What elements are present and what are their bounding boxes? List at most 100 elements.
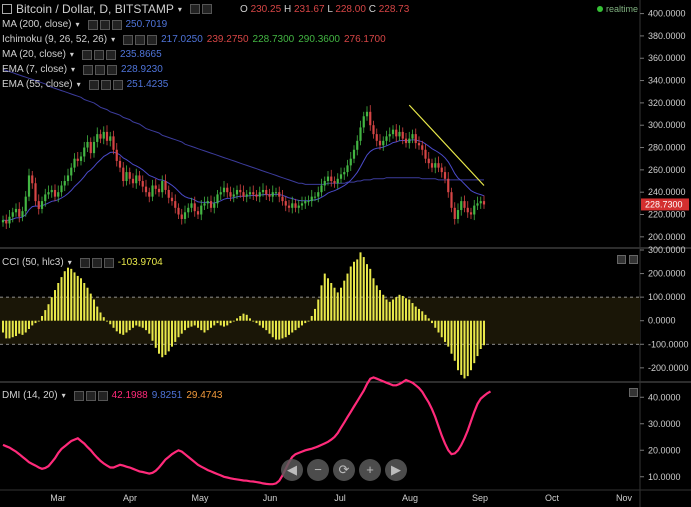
cci-bar (265, 320, 268, 331)
zoom-out-button[interactable]: − (307, 459, 329, 481)
hide-icon[interactable] (201, 4, 212, 14)
cci-bar (434, 320, 437, 328)
hide-icon[interactable] (95, 64, 106, 75)
trendline[interactable] (408, 104, 485, 186)
price-tick-label: 400.0000 (648, 9, 686, 19)
cci-legend[interactable]: CCI (50, hlc3) ▾ -103.9704 (2, 257, 163, 268)
settings-icon[interactable] (79, 257, 90, 268)
candle-body (27, 175, 31, 197)
cci-bar (431, 320, 433, 324)
caret-down-icon[interactable]: ▾ (67, 258, 72, 267)
close-icon[interactable] (112, 79, 123, 90)
indicator-ma200[interactable]: MA (200, close) ▾ 250.7019 (2, 19, 167, 30)
candle-body (83, 147, 86, 157)
scroll-left-button[interactable]: ◀ (281, 459, 303, 481)
settings-icon[interactable] (88, 79, 99, 90)
price-axis[interactable]: 200.0000 220.0000 240.0000 260.0000 280.0000… (640, 9, 689, 482)
candle-body (362, 116, 365, 128)
indicator-ichimoku[interactable]: Ichimoku (9, 26, 52, 26) ▾ 217.0250 239.2… (2, 34, 386, 45)
candle-body (287, 205, 291, 208)
close-icon[interactable] (111, 19, 122, 30)
caret-down-icon[interactable]: ▾ (76, 80, 81, 89)
cci-bar (427, 318, 430, 321)
low-value: 228.00 (335, 4, 366, 15)
dmi-tick-label: 40.0000 (648, 392, 681, 402)
cci-bar (115, 320, 118, 332)
candle-body (252, 192, 255, 195)
candle-body (89, 141, 92, 154)
candle-body (274, 192, 278, 194)
candle-body (92, 141, 96, 154)
indicator-label[interactable]: EMA (7, close) (2, 64, 68, 75)
close-value: 228.73 (378, 4, 410, 15)
indicator-label[interactable]: MA (20, close) (2, 49, 66, 60)
caret-down-icon[interactable]: ▾ (75, 20, 80, 29)
caret-down-icon[interactable]: ▾ (111, 35, 116, 44)
indicator-ema7[interactable]: EMA (7, close) ▾ 228.9230 (2, 64, 163, 75)
settings-icon[interactable] (189, 4, 200, 14)
settings-icon[interactable] (123, 34, 134, 45)
indicator-label[interactable]: CCI (50, hlc3) (2, 257, 64, 268)
pane-up-icon[interactable] (617, 255, 626, 264)
close-icon[interactable] (103, 257, 114, 268)
cci-bar (177, 320, 180, 338)
price-tick-label: 380.0000 (648, 31, 686, 41)
indicator-label[interactable]: MA (200, close) (2, 19, 72, 30)
indicator-value: 251.4235 (126, 79, 169, 90)
candle-body (99, 134, 102, 139)
hide-icon[interactable] (99, 19, 110, 30)
indicator-ema55[interactable]: EMA (55, close) ▾ 251.4235 (2, 79, 168, 90)
candle-body (144, 186, 148, 193)
settings-icon[interactable] (81, 49, 92, 60)
cci-bar (343, 280, 346, 321)
caret-down-icon[interactable]: ▾ (61, 391, 66, 400)
candle-body (473, 205, 476, 215)
cci-bar (418, 308, 420, 321)
hide-icon[interactable] (91, 257, 102, 268)
settings-icon[interactable] (83, 64, 94, 75)
caret-down-icon[interactable]: ▾ (69, 50, 74, 59)
scroll-right-button[interactable]: ▶ (385, 459, 407, 481)
settings-icon[interactable] (87, 19, 98, 30)
zoom-in-button[interactable]: + (359, 459, 381, 481)
candle-body (310, 196, 313, 202)
cci-bar (349, 266, 352, 321)
caret-down-icon[interactable]: ▾ (71, 65, 76, 74)
hide-icon[interactable] (135, 34, 146, 45)
symbol-title[interactable]: Bitcoin / Dollar, D, BITSTAMP (16, 2, 174, 16)
hide-icon[interactable] (93, 49, 104, 60)
indicator-label[interactable]: DMI (14, 20) (2, 390, 58, 401)
collapse-icon[interactable] (2, 4, 12, 14)
close-label: C (368, 4, 376, 15)
time-axis[interactable]: Mar Apr May Jun Jul Aug Sep Oct Nov (50, 493, 632, 503)
hide-icon[interactable] (100, 79, 111, 90)
hide-icon[interactable] (85, 390, 96, 401)
cci-bar (333, 287, 336, 321)
settings-icon[interactable] (73, 390, 84, 401)
indicator-ma20[interactable]: MA (20, close) ▾ 235.8665 (2, 49, 162, 60)
candle-body (131, 178, 135, 184)
indicator-value: 276.1700 (343, 34, 386, 45)
candle-body (40, 201, 44, 209)
candle-body (57, 192, 60, 197)
close-icon[interactable] (107, 64, 118, 75)
close-icon[interactable] (105, 49, 116, 60)
candle-body (24, 196, 27, 212)
pane-down-icon[interactable] (629, 255, 638, 264)
indicator-label[interactable]: EMA (55, close) (2, 79, 73, 90)
cci-bar (395, 297, 398, 321)
pane-up-icon[interactable] (629, 388, 638, 397)
close-icon[interactable] (147, 34, 158, 45)
reset-button[interactable]: ⟳ (333, 459, 355, 481)
dmi-legend[interactable]: DMI (14, 20) ▾ 42.1988 9.8251 29.4743 (2, 390, 223, 401)
caret-down-icon[interactable]: ▾ (177, 4, 182, 14)
cci-bar (128, 320, 131, 331)
close-icon[interactable] (97, 390, 108, 401)
cci-bar (275, 320, 277, 340)
candle-body (44, 194, 47, 202)
symbol-legend[interactable]: Bitcoin / Dollar, D, BITSTAMP ▾ (2, 2, 212, 16)
candle-body (50, 189, 53, 193)
indicator-label[interactable]: Ichimoku (9, 26, 52, 26) (2, 34, 108, 45)
cci-bar (388, 301, 391, 321)
